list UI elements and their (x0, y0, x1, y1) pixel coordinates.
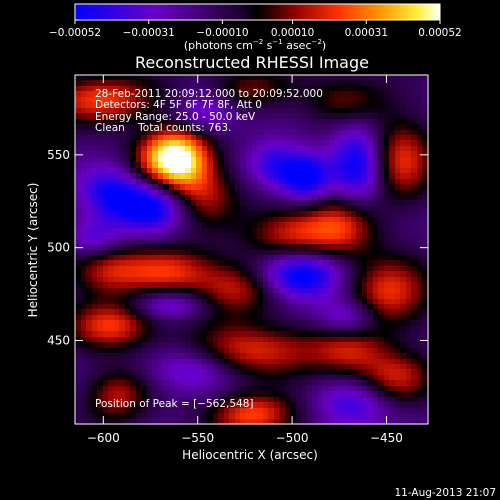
y-tick-label: 450 (47, 333, 70, 347)
y-tick-label: 500 (47, 241, 70, 255)
y-axis: 450 500 550 (47, 148, 428, 347)
x-tick-label: −500 (276, 431, 309, 445)
annotation-counts: Clean Total counts: 763. (95, 122, 231, 134)
colorbar-tick-label: −0.00052 (49, 27, 101, 39)
annotation-energy-range: Energy Range: 25.0 - 50.0 keV (95, 111, 256, 123)
x-axis: −600 −550 −500 −450 (87, 75, 403, 445)
plot-frame (74, 74, 429, 425)
annotation-time-range: 28-Feb-2011 20:09:12.000 to 20:09:52.000 (95, 88, 323, 100)
y-tick-label: 550 (47, 148, 70, 162)
x-axis-label: Heliocentric X (arcsec) (182, 448, 318, 462)
colorbar-tick-label: 0.00010 (271, 27, 314, 39)
peak-position-label: Position of Peak = [−562,548] (95, 398, 254, 410)
x-tick-label: −550 (181, 431, 214, 445)
colorbar-tick-label: 0.00052 (418, 27, 461, 39)
footer-date: 11-Aug-2013 21:07 (394, 487, 496, 499)
annotation-detectors: Detectors: 4F 5F 6F 7F 8F, Att 0 (95, 99, 262, 111)
colorbar (74, 3, 441, 21)
colorbar-tick-label: 0.00031 (345, 27, 388, 39)
x-tick-label: −600 (87, 431, 120, 445)
colorbar-tick-label: −0.00031 (123, 27, 175, 39)
x-tick-label: −450 (370, 431, 403, 445)
chart-title: Reconstructed RHESSI Image (135, 53, 369, 72)
heatmap-plot (75, 75, 428, 424)
y-axis-label: Heliocentric Y (arcsec) (26, 183, 40, 318)
colorbar-tick-label: −0.00010 (196, 27, 248, 39)
colorbar-ticks: −0.00052 −0.00031 −0.00010 0.00010 0.00031 0.… (49, 20, 462, 39)
observation-info: 28-Feb-2011 20:09:12.000 to 20:09:52.000… (95, 88, 323, 134)
colorbar-unit-label: (photons cm−2 s−1 asec−2) (184, 38, 326, 52)
